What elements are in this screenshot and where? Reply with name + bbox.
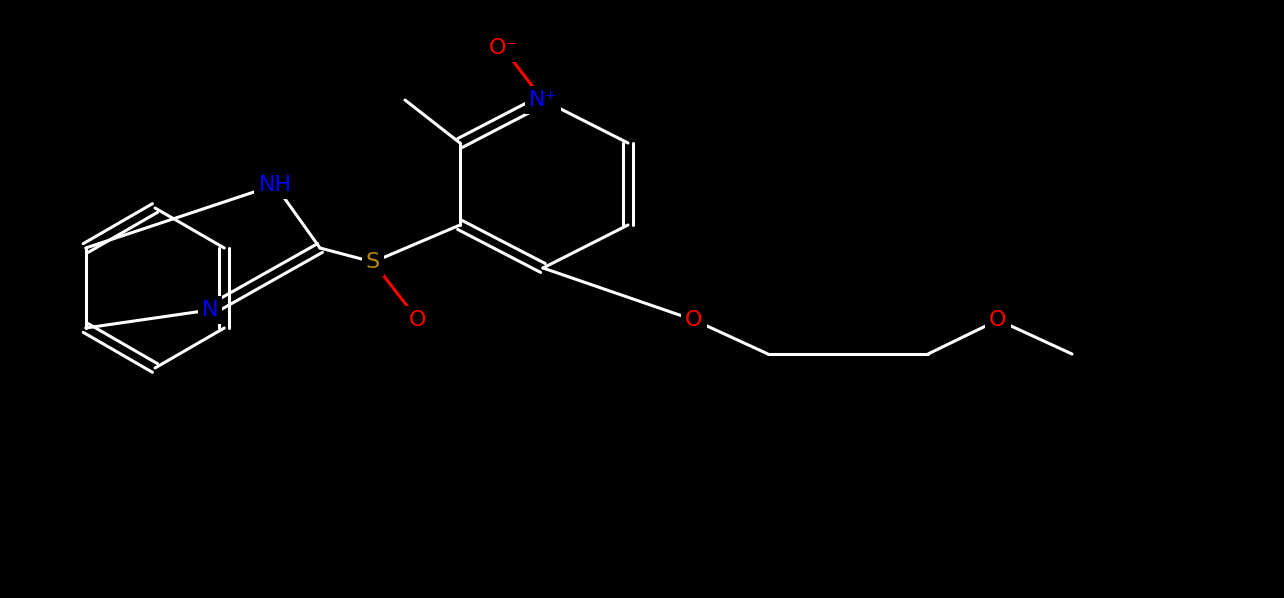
Text: N: N bbox=[202, 300, 218, 320]
Text: NH: NH bbox=[258, 175, 291, 195]
Text: O: O bbox=[989, 310, 1007, 330]
Text: O: O bbox=[410, 310, 426, 330]
Text: O⁻: O⁻ bbox=[488, 38, 517, 58]
Text: O: O bbox=[686, 310, 702, 330]
Text: N⁺: N⁺ bbox=[529, 90, 557, 110]
Text: S: S bbox=[366, 252, 380, 272]
